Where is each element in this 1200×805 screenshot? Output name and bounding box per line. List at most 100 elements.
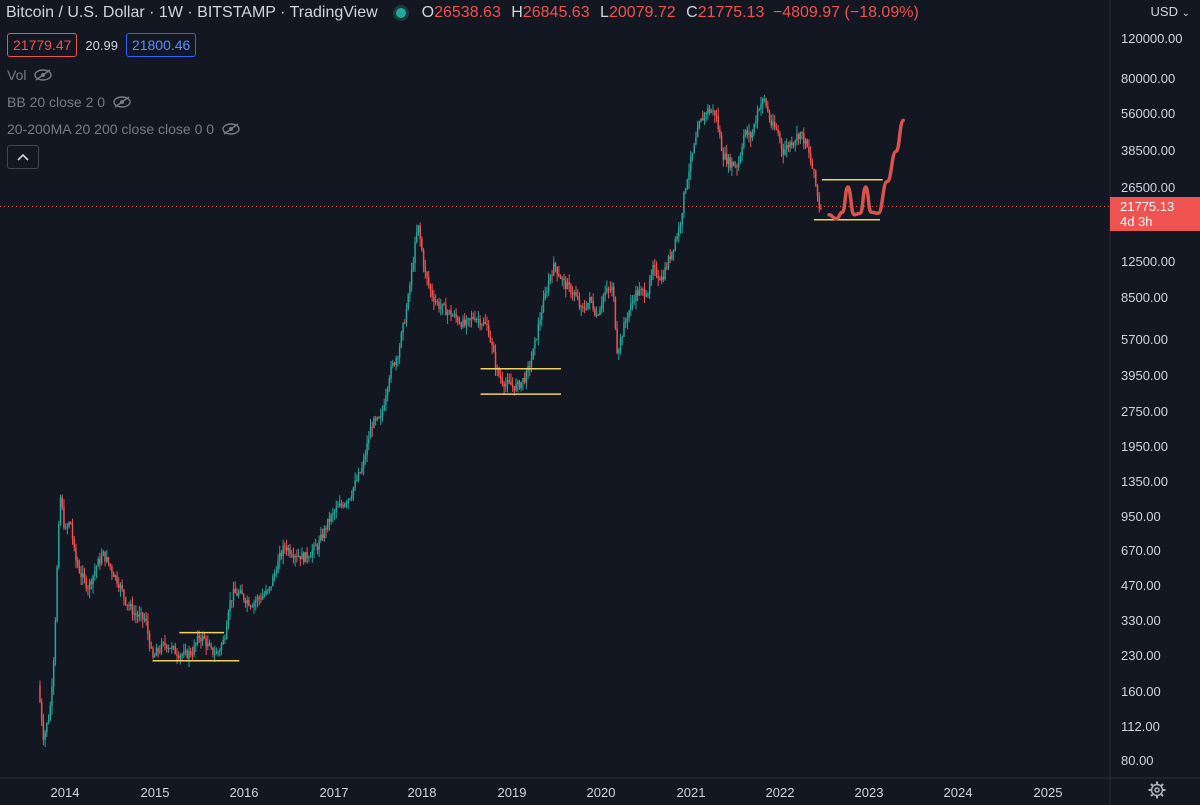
candle: [643, 282, 646, 303]
candle: [412, 256, 415, 273]
candle: [597, 313, 600, 316]
indicator-bb[interactable]: BB 20 close 2 0: [7, 94, 131, 110]
candle: [309, 552, 312, 558]
candle: [301, 547, 303, 560]
indicator-ma[interactable]: 20-200MA 20 200 close close 0 0: [7, 121, 240, 137]
candle: [564, 276, 567, 298]
candle: [326, 518, 329, 533]
price-tick-label: 8500.00: [1121, 290, 1168, 305]
candle: [570, 282, 572, 299]
candle: [371, 421, 373, 437]
candle: [417, 225, 420, 236]
candle: [267, 589, 269, 595]
candle: [131, 596, 134, 621]
candle: [404, 319, 406, 324]
candle: [573, 290, 576, 302]
candle: [679, 221, 682, 234]
candle: [268, 586, 271, 594]
candle: [539, 312, 541, 331]
currency-selector[interactable]: USD ⌄: [1151, 4, 1190, 19]
candle: [777, 124, 779, 137]
candle: [407, 293, 409, 311]
hidden-eye-icon[interactable]: [113, 96, 131, 108]
candle: [453, 309, 456, 318]
time-axis[interactable]: 2014 2015 2016 2017 2018 2019 2020 2021 2022 2023…: [51, 785, 1063, 800]
candle: [68, 521, 70, 529]
candle: [467, 317, 469, 327]
candle: [522, 377, 524, 391]
candle: [628, 309, 630, 323]
candle: [626, 312, 629, 330]
price-axis[interactable]: 120000.00 80000.00 56000.00 38500.00 26500.0…: [1121, 31, 1182, 768]
candle: [225, 620, 228, 640]
candle: [181, 652, 183, 662]
candle: [429, 283, 432, 298]
candle: [290, 549, 293, 558]
candle: [90, 578, 93, 590]
gear-icon[interactable]: [1148, 781, 1166, 799]
candle: [231, 600, 233, 609]
candle: [277, 553, 279, 574]
hidden-eye-icon[interactable]: [222, 123, 240, 135]
candle: [672, 249, 675, 261]
candle: [111, 564, 113, 580]
candle: [744, 129, 747, 138]
candle: [631, 294, 634, 311]
candle: [662, 269, 665, 283]
indicator-vol[interactable]: Vol: [7, 67, 53, 83]
candle: [393, 361, 396, 367]
symbol-title[interactable]: Bitcoin / U.S. Dollar · 1W · BITSTAMP · …: [6, 4, 378, 21]
candle: [664, 262, 666, 281]
candle: [724, 146, 726, 161]
candle: [70, 521, 72, 525]
price-tick-label: 120000.00: [1121, 31, 1182, 46]
candle: [333, 509, 336, 521]
candle: [392, 359, 394, 369]
candle: [140, 607, 142, 622]
candle: [330, 512, 332, 525]
candle: [136, 610, 139, 623]
candle: [618, 348, 620, 361]
price-tick-label: 38500.00: [1121, 143, 1175, 158]
candle: [179, 653, 182, 665]
candle: [289, 544, 291, 558]
candle: [751, 129, 754, 142]
candle: [611, 281, 613, 297]
candle: [258, 595, 260, 606]
candle: [380, 408, 382, 426]
candle: [441, 303, 444, 315]
candle: [681, 212, 683, 234]
level-lines-layer: [152, 179, 883, 662]
buy-price-button[interactable]: 21800.46: [125, 33, 197, 57]
candle: [457, 315, 459, 326]
candle: [707, 104, 709, 120]
candle: [64, 523, 67, 530]
time-tick-label: 2023: [855, 785, 884, 800]
candle: [712, 104, 714, 116]
projection-path[interactable]: [827, 118, 905, 221]
candle: [609, 281, 612, 294]
collapse-legend-button[interactable]: [7, 145, 39, 169]
chevron-down-icon: ⌄: [1181, 8, 1190, 19]
candle: [345, 500, 348, 509]
candle: [493, 341, 495, 353]
price-tick-label: 330.00: [1121, 613, 1161, 628]
candle: [373, 415, 375, 429]
candle: [237, 589, 240, 599]
candle: [532, 348, 534, 360]
candle: [354, 472, 356, 492]
candle: [606, 280, 608, 295]
sell-price-button[interactable]: 21779.47: [7, 33, 78, 57]
hidden-eye-icon[interactable]: [34, 69, 53, 81]
candle: [248, 596, 250, 607]
spread-value: 20.99: [85, 37, 118, 53]
high-value: 26845.63: [522, 4, 590, 21]
candle: [236, 587, 238, 597]
candle: [582, 302, 584, 313]
candle: [654, 258, 656, 276]
candle: [647, 292, 649, 298]
candle: [561, 276, 564, 287]
candle: [186, 648, 189, 660]
